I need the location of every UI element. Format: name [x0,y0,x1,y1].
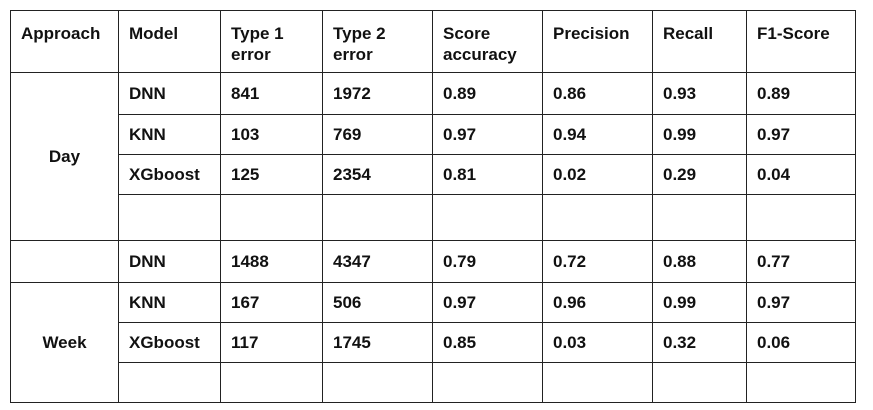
value-cell: 0.72 [542,240,653,283]
data-row: XGboost 125 2354 0.81 0.02 0.29 0.04 [11,154,856,195]
value-cell: 1745 [322,322,433,363]
value-cell: 0.89 [746,72,856,115]
value-cell: 769 [322,114,433,155]
data-row: Week KNN 167 506 0.97 0.96 0.99 0.97 [10,282,856,403]
model-cell: XGboost [118,322,221,363]
data-row: Day DNN 841 1972 0.89 0.86 0.93 0.89 [10,72,856,241]
value-cell: 0.99 [652,114,747,155]
value-cell: 0.88 [652,240,747,283]
value-cell: 167 [220,282,323,323]
header-text: Approach [21,24,101,43]
empty-cell [746,362,856,403]
header-text: Recall [663,24,714,43]
header-cell: Model [118,10,221,73]
empty-cell [542,362,653,403]
value-cell: 0.29 [652,154,747,195]
value-cell: 0.04 [746,154,856,195]
header-row: Approach Model Type 1 error Type 2 error Sco… [10,10,856,73]
header-text: Precision [553,24,630,43]
value-cell: 1972 [322,72,433,115]
value-cell: 841 [220,72,323,115]
value-cell: 0.97 [432,282,543,323]
model-cell: DNN [118,72,221,115]
value-cell: 0.32 [652,322,747,363]
table-body: Day DNN 841 1972 0.89 0.86 0.93 0.89 KNN 103 769 0.… [10,72,856,403]
value-cell: 0.77 [746,240,856,283]
header-text: Score accuracy [443,24,517,64]
model-cell: KNN [118,282,221,323]
value-cell: 0.94 [542,114,653,155]
value-cell: 0.81 [432,154,543,195]
header-cell: Type 2 error [322,10,433,73]
value-cell: 0.89 [432,72,543,115]
data-row: DNN 1488 4347 0.79 0.72 0.88 0.77 [10,240,856,283]
value-cell: 0.02 [542,154,653,195]
empty-cell [542,194,653,241]
value-cell: 0.03 [542,322,653,363]
header-cell: F1-Score [746,10,856,73]
value-cell: 4347 [322,240,433,283]
value-cell: 1488 [220,240,323,283]
approach-cell: Week [10,282,119,403]
blank-row [11,362,856,403]
value-cell: 0.85 [432,322,543,363]
value-cell: 117 [220,322,323,363]
value-cell: 0.79 [432,240,543,283]
empty-cell [652,362,747,403]
model-cell: DNN [118,240,221,283]
empty-cell [118,194,221,241]
empty-cell [432,194,543,241]
empty-cell [322,362,433,403]
header-text: Model [129,24,179,43]
results-table: Approach Model Type 1 error Type 2 error Sco… [10,10,856,403]
model-cell: KNN [118,114,221,155]
header-cell: Score accuracy [432,10,543,73]
data-row: XGboost 117 1745 0.85 0.03 0.32 0.06 [11,322,856,363]
empty-cell [322,194,433,241]
value-cell: 0.97 [432,114,543,155]
empty-cell [118,362,221,403]
header-text: Type 2 error [333,24,386,64]
header-cell: Recall [652,10,747,73]
data-row: KNN 103 769 0.97 0.94 0.99 0.97 [11,114,856,155]
model-cell: XGboost [118,154,221,195]
empty-cell [652,194,747,241]
value-cell: 2354 [322,154,433,195]
empty-cell [220,362,323,403]
empty-cell [746,194,856,241]
header-text: F1-Score [757,24,830,43]
value-cell: 0.97 [746,282,856,323]
value-cell: 0.97 [746,114,856,155]
approach-cell: Day [10,72,119,241]
value-cell: 0.86 [542,72,653,115]
value-cell: 0.06 [746,322,856,363]
header-text: Type 1 error [231,24,284,64]
value-cell: 0.93 [652,72,747,115]
header-cell: Approach [10,10,119,73]
empty-cell [432,362,543,403]
empty-cell [220,194,323,241]
empty-cell [10,240,119,283]
blank-row [11,194,856,241]
value-cell: 0.96 [542,282,653,323]
value-cell: 506 [322,282,433,323]
header-cell: Type 1 error [220,10,323,73]
value-cell: 125 [220,154,323,195]
header-cell: Precision [542,10,653,73]
value-cell: 0.99 [652,282,747,323]
value-cell: 103 [220,114,323,155]
